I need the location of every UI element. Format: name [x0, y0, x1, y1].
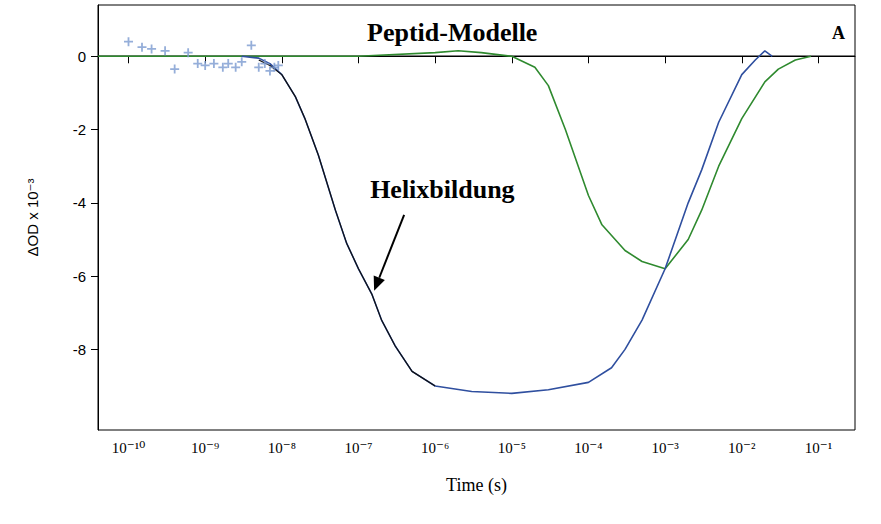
svg-text:-2: -2 [73, 121, 86, 138]
svg-text:-4: -4 [73, 194, 86, 211]
svg-text:A: A [832, 23, 845, 43]
svg-text:Peptid-Modelle: Peptid-Modelle [367, 18, 537, 47]
svg-text:10⁻³: 10⁻³ [651, 440, 679, 456]
svg-text:10⁻⁸: 10⁻⁸ [268, 440, 296, 456]
svg-text:10⁻⁴: 10⁻⁴ [574, 440, 602, 456]
svg-text:Time (s): Time (s) [446, 475, 507, 496]
svg-text:10⁻²: 10⁻² [728, 440, 756, 456]
svg-text:0: 0 [78, 48, 86, 65]
svg-text:10⁻¹⁰: 10⁻¹⁰ [112, 440, 145, 456]
svg-text:10⁻¹: 10⁻¹ [805, 440, 832, 456]
svg-text:10⁻⁵: 10⁻⁵ [498, 440, 526, 456]
svg-text:10⁻⁷: 10⁻⁷ [344, 440, 372, 456]
svg-text:-8: -8 [73, 341, 86, 358]
svg-text:10⁻⁹: 10⁻⁹ [191, 440, 219, 456]
svg-text:ΔOD x 10⁻³: ΔOD x 10⁻³ [24, 179, 41, 257]
svg-text:10⁻⁶: 10⁻⁶ [421, 440, 449, 456]
svg-text:Helixbildung: Helixbildung [370, 175, 515, 204]
svg-text:-6: -6 [73, 268, 86, 285]
